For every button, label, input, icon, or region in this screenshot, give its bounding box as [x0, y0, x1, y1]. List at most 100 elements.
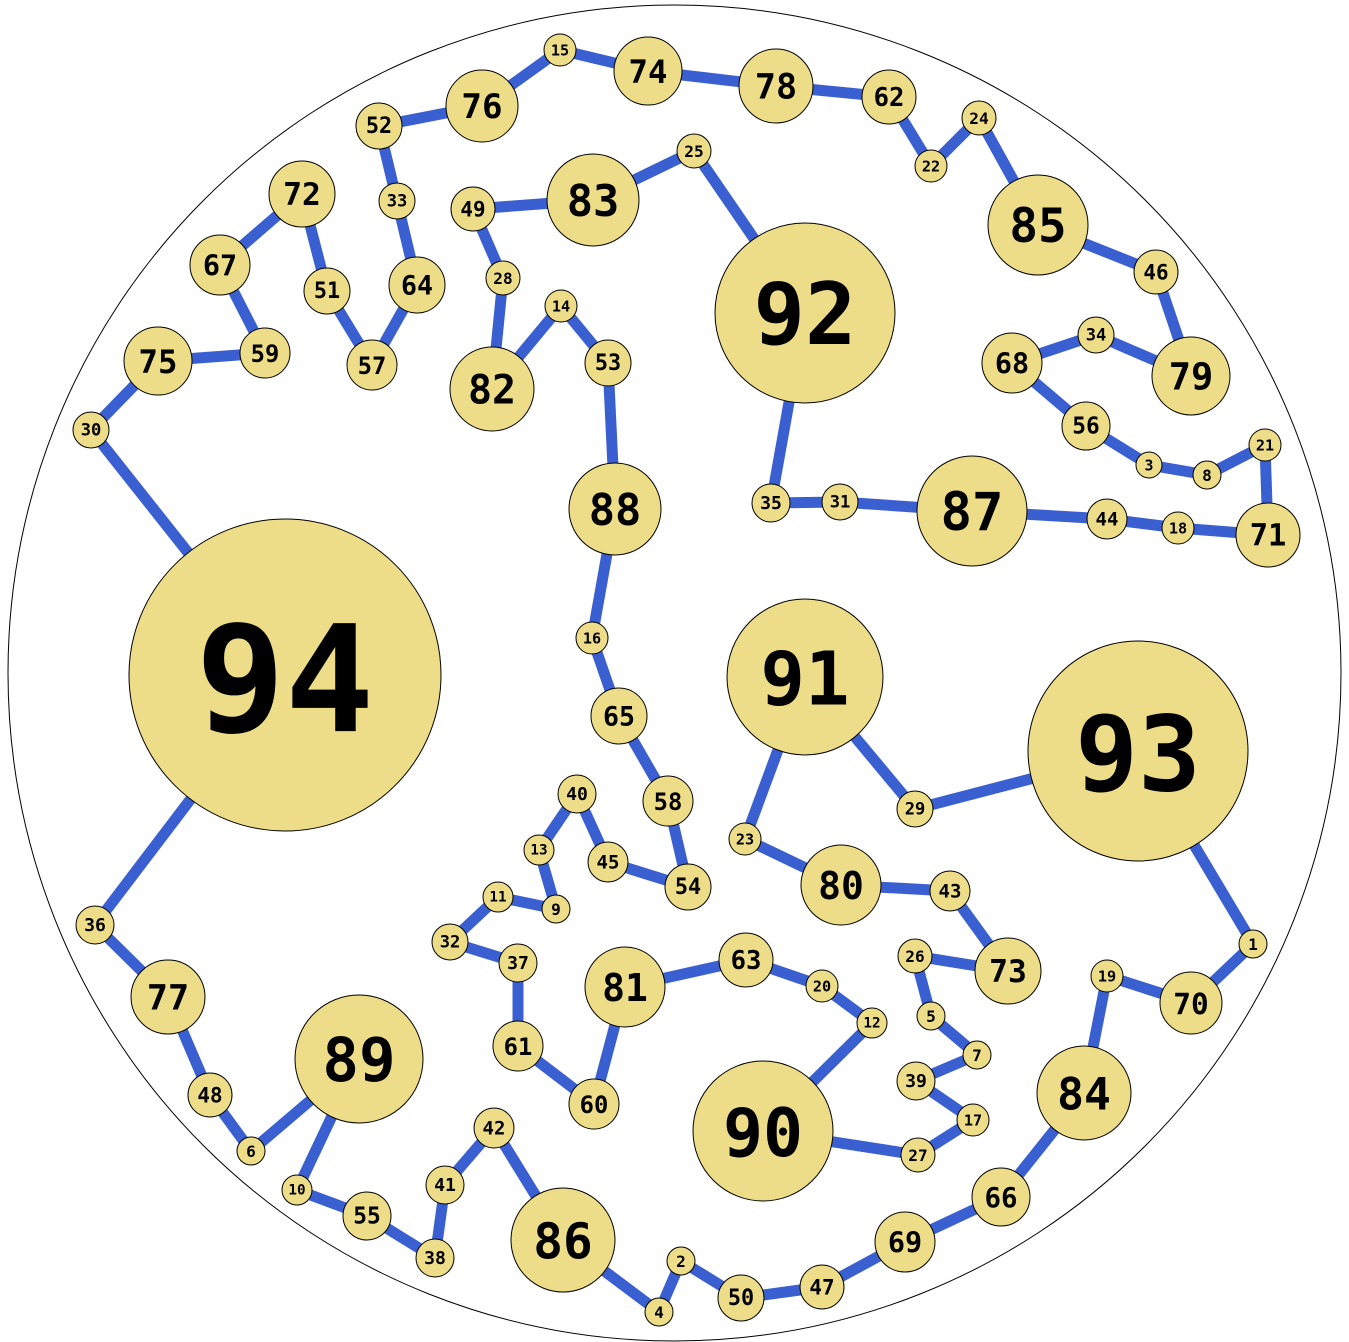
- node-label: 24: [969, 109, 988, 128]
- node-label: 39: [905, 1071, 927, 1092]
- node-label: 90: [723, 1094, 803, 1172]
- node-label: 80: [818, 864, 864, 908]
- node-label: 60: [580, 1091, 609, 1119]
- node-label: 61: [504, 1033, 533, 1061]
- node-circle: [189, 234, 251, 296]
- node-10: 10: [281, 1174, 313, 1206]
- node-circle: [544, 289, 578, 323]
- node-34: 34: [1077, 316, 1115, 354]
- node-label: 1: [1248, 935, 1258, 954]
- node-2: 2: [666, 1246, 696, 1276]
- node-circle: [714, 222, 896, 404]
- node-label: 32: [440, 933, 461, 953]
- node-circle: [1151, 336, 1231, 416]
- node-49: 49: [450, 186, 496, 232]
- node-circle: [72, 411, 110, 449]
- node-92: 92: [714, 222, 896, 404]
- node-circle: [130, 959, 206, 1035]
- node-circle: [799, 1264, 845, 1310]
- node-circle: [861, 69, 917, 125]
- node-circle: [268, 160, 336, 228]
- node-circle: [1161, 511, 1195, 545]
- node-circle: [1192, 460, 1222, 490]
- node-circle: [676, 133, 712, 169]
- node-37: 37: [498, 943, 538, 983]
- node-label: 71: [1250, 518, 1287, 553]
- node-circle: [590, 687, 648, 745]
- node-label: 42: [483, 1118, 506, 1140]
- node-51: 51: [303, 267, 351, 315]
- node-14: 14: [544, 289, 578, 323]
- node-circle: [431, 923, 469, 961]
- node-label: 56: [1072, 414, 1099, 440]
- node-13: 13: [523, 834, 555, 866]
- node-9: 9: [541, 894, 571, 924]
- node-label: 82: [468, 367, 516, 413]
- node-circle: [962, 1040, 992, 1070]
- node-circle: [666, 1246, 696, 1276]
- node-29: 29: [896, 790, 934, 828]
- node-83: 83: [546, 153, 640, 247]
- node-label: 69: [888, 1226, 922, 1259]
- node-label: 51: [314, 279, 340, 304]
- node-16: 16: [575, 621, 609, 655]
- node-circle: [692, 1060, 834, 1202]
- node-label: 27: [908, 1146, 927, 1165]
- node-label: 5: [926, 1007, 936, 1026]
- node-circle: [916, 455, 1028, 567]
- node-label: 13: [530, 842, 547, 858]
- node-circle: [187, 1072, 233, 1118]
- node-17: 17: [956, 1103, 990, 1137]
- node-label: 15: [551, 41, 569, 59]
- node-label: 59: [251, 340, 280, 368]
- node-label: 87: [941, 482, 1004, 543]
- node-label: 55: [353, 1204, 380, 1230]
- node-circle: [738, 48, 814, 124]
- node-circle: [281, 1174, 313, 1206]
- node-label: 84: [1057, 1068, 1111, 1120]
- node-circle: [896, 790, 934, 828]
- node-19: 19: [1090, 959, 1124, 993]
- node-circle: [897, 938, 933, 974]
- node-7: 7: [962, 1040, 992, 1070]
- node-25: 25: [676, 133, 712, 169]
- node-42: 42: [473, 1107, 515, 1149]
- node-label: 9: [551, 900, 561, 919]
- node-71: 71: [1235, 502, 1301, 568]
- node-label: 92: [754, 266, 857, 365]
- node-label: 68: [995, 347, 1029, 380]
- node-circle: [821, 483, 859, 521]
- node-circle: [378, 182, 416, 220]
- node-circle: [961, 100, 997, 136]
- node-label: 85: [1009, 199, 1066, 254]
- node-label: 33: [387, 192, 408, 212]
- node-63: 63: [718, 932, 774, 988]
- node-5: 5: [916, 1001, 946, 1031]
- node-circle: [874, 1211, 936, 1273]
- node-21: 21: [1248, 428, 1282, 462]
- node-label: 94: [196, 593, 374, 766]
- node-41: 41: [425, 1165, 465, 1205]
- node-circle: [751, 483, 791, 523]
- node-label: 11: [489, 889, 506, 905]
- node-circle: [546, 153, 640, 247]
- node-label: 30: [81, 421, 102, 441]
- node-label: 58: [654, 788, 683, 816]
- node-11: 11: [482, 881, 514, 913]
- node-73: 73: [974, 937, 1042, 1005]
- node-60: 60: [568, 1078, 620, 1130]
- node-label: 34: [1086, 326, 1107, 346]
- node-circle: [956, 1103, 990, 1137]
- node-circle: [1061, 401, 1111, 451]
- node-label: 7: [972, 1046, 982, 1065]
- node-label: 6: [246, 1142, 256, 1161]
- node-circle: [1159, 971, 1223, 1035]
- node-86: 86: [510, 1187, 616, 1293]
- node-circle: [575, 621, 609, 655]
- node-82: 82: [449, 346, 535, 432]
- node-57: 57: [346, 339, 398, 391]
- node-81: 81: [584, 946, 666, 1028]
- node-80: 80: [800, 844, 882, 926]
- node-label: 22: [922, 157, 940, 175]
